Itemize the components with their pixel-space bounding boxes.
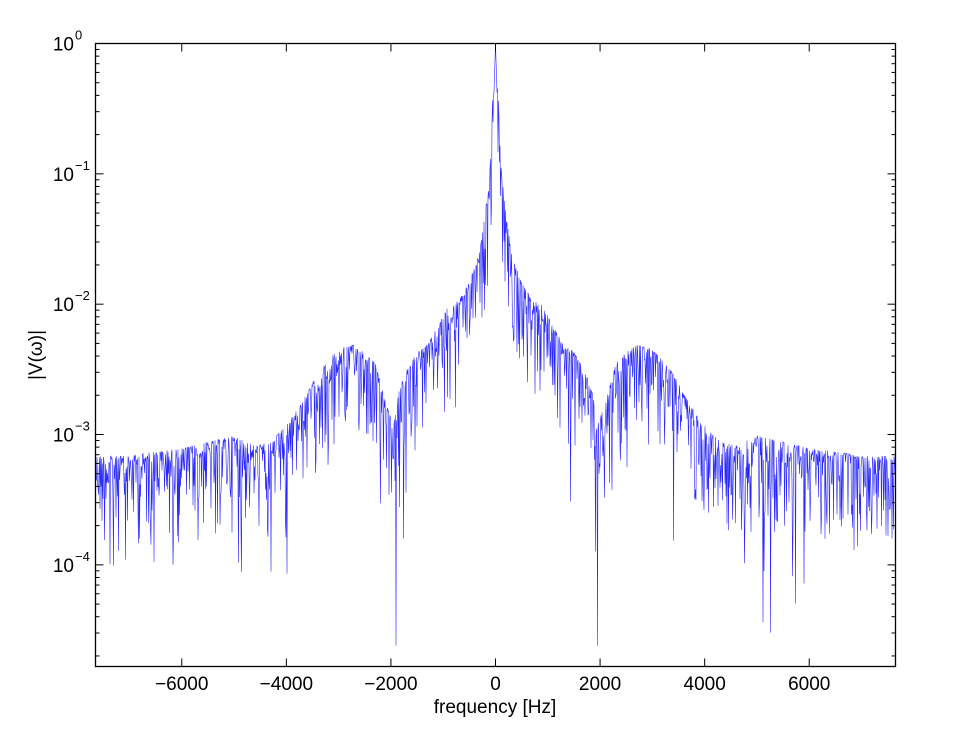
y-tick-exponent: −1 [75,158,90,173]
y-tick-exponent: −2 [75,288,90,303]
x-tick-label: −2000 [364,674,417,695]
x-axis-label: frequency [Hz] [434,697,557,718]
spectrum-line [95,43,896,646]
y-tick-label: 10 [53,426,74,447]
x-tick-label: 0 [490,674,501,695]
x-tick-label: −4000 [260,674,313,695]
x-tick-labels: −6000 −4000 −2000 0 2000 4000 6000 [155,674,830,695]
plot-frame [94,42,897,668]
x-tick-label: 4000 [684,674,726,695]
x-tick-label: 2000 [579,674,621,695]
y-tick-label: 10 [53,35,74,56]
y-axis-label: |V(ω)| [26,330,47,380]
y-tick-label: 10 [53,165,74,186]
spectrum-trace [95,43,896,646]
y-tick-label: 10 [53,295,74,316]
x-tick-label: −6000 [155,674,208,695]
y-tick-exponent: −3 [75,419,90,434]
x-tick-label: 6000 [788,674,830,695]
y-tick-exponent: −4 [75,549,90,564]
axis-ticks [95,43,896,667]
y-tick-label: 10 [53,556,74,577]
y-tick-exponent: 0 [75,28,82,43]
